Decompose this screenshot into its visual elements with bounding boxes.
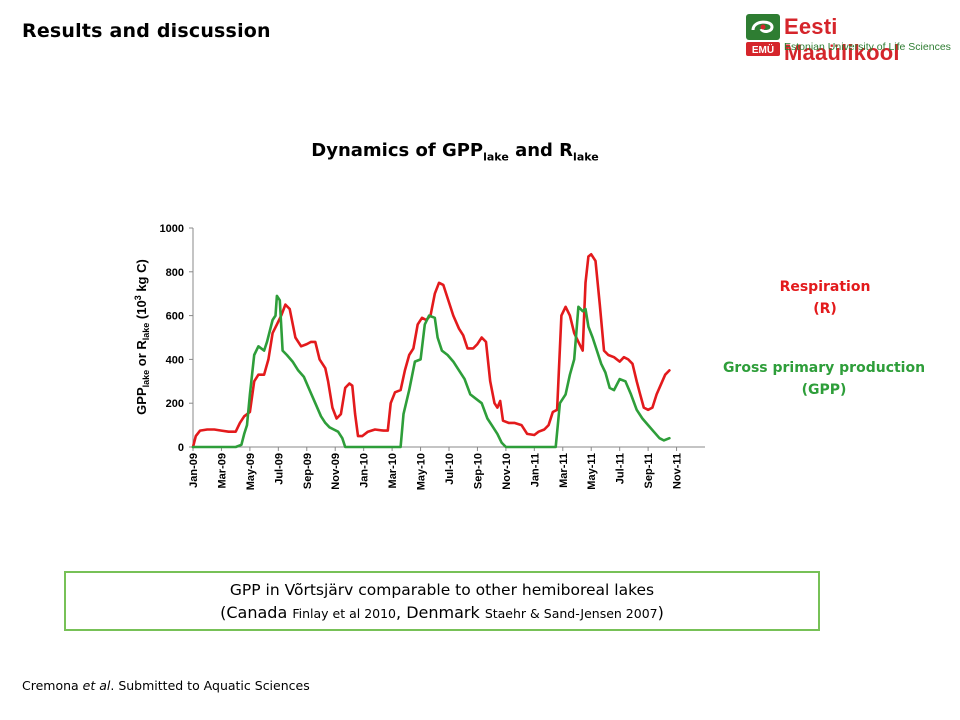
x-tick-label: Sep-10 — [472, 453, 484, 489]
logo-name: Eesti Maaülikool — [784, 14, 900, 65]
note-line-1: GPP in Võrtsjärv comparable to other hem… — [229, 581, 655, 599]
x-tick-label: Jul-10 — [444, 453, 456, 485]
svg-text:EMÜ: EMÜ — [752, 43, 774, 56]
comparison-note-box: GPP in Võrtsjärv comparable to other hem… — [64, 571, 820, 631]
legend-gpp: Gross primary production (GPP) — [722, 360, 926, 398]
x-tick-label: Nov-09 — [330, 453, 342, 490]
legend-respiration: Respiration (R) — [779, 279, 871, 317]
logo-subtitle: Estonian University of Life Sciences — [784, 41, 951, 53]
x-tick-label: May-09 — [245, 453, 257, 490]
y-tick-label: 0 — [178, 442, 184, 454]
citation-footer: Cremona et al. Submitted to Aquatic Scie… — [22, 678, 310, 693]
respiration-series-line — [191, 253, 671, 449]
x-tick-label: May-10 — [416, 453, 428, 490]
chart-title: Dynamics of GPPlake and Rlake — [311, 140, 599, 164]
x-tick-label: May-11 — [586, 453, 598, 490]
y-tick-label: 200 — [166, 398, 184, 410]
y-tick-label: 800 — [166, 267, 184, 279]
y-tick-label: 1000 — [160, 223, 184, 235]
x-tick-label: Jul-11 — [615, 453, 627, 484]
y-axis: 0 200 400 600 800 1000 — [160, 223, 194, 454]
y-tick-label: 600 — [166, 311, 184, 323]
y-axis-label: GPPlake or Rlake (103 kg C) — [133, 259, 151, 415]
x-tick-label: Mar-10 — [387, 453, 399, 488]
x-tick-label: Sep-09 — [302, 453, 314, 489]
x-tick-label: Jul-09 — [273, 453, 285, 485]
x-tick-label: Mar-09 — [216, 453, 228, 488]
note-line-2: (Canada Finlay et al 2010, Denmark Staeh… — [220, 603, 664, 622]
chart-series — [191, 253, 671, 449]
logo-emblem-icon: EMÜ — [746, 14, 780, 56]
page-title: Results and discussion — [22, 20, 271, 42]
x-tick-label: Jan-09 — [188, 453, 200, 488]
x-tick-label: Sep-11 — [643, 453, 655, 488]
university-logo: EMÜ Eesti Maaülikool Estonian University… — [744, 12, 954, 65]
x-tick-label: Jan-11 — [529, 453, 541, 487]
x-tick-label: Nov-10 — [501, 453, 513, 490]
gpp-series-line — [191, 294, 671, 449]
x-axis: Jan-09 Mar-09 May-09 Jul-09 Sep-09 Nov-09 Jan-… — [188, 446, 705, 490]
y-tick-label: 400 — [166, 354, 184, 366]
x-tick-label: Mar-11 — [558, 453, 570, 488]
x-tick-label: Jan-10 — [359, 453, 371, 488]
x-tick-label: Nov-11 — [672, 453, 684, 489]
